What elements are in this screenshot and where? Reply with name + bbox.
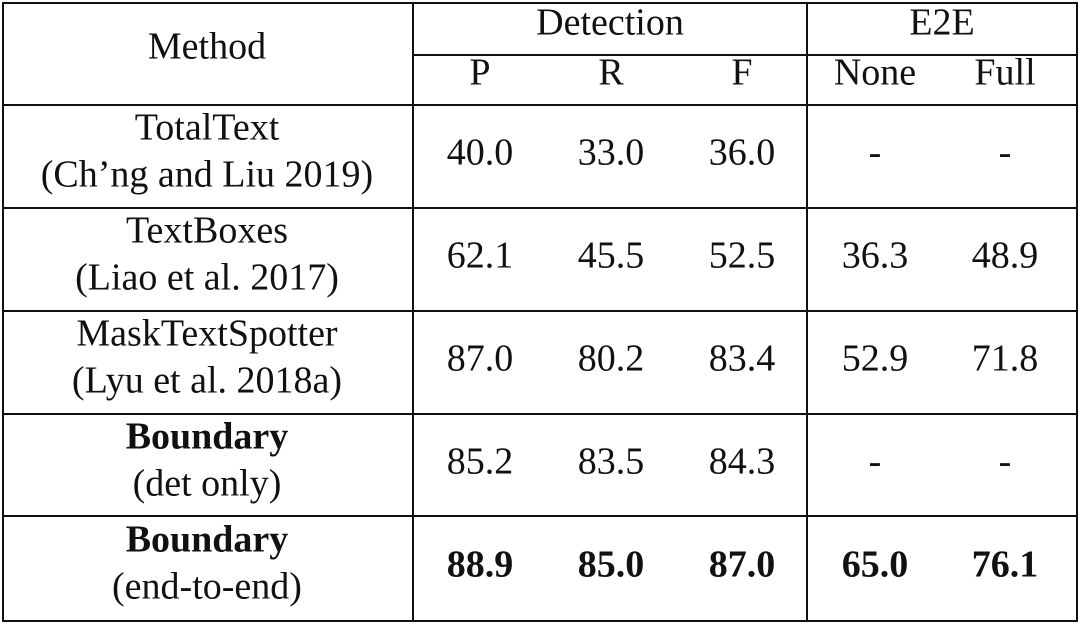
header-column: None	[834, 52, 916, 94]
cell-value: 65.0	[842, 544, 909, 586]
method-citation: (end-to-end)	[112, 566, 302, 608]
cell-value: -	[869, 441, 882, 483]
cell-value: 83.5	[578, 441, 645, 483]
method-name: MaskTextSpotter	[76, 313, 338, 355]
cell-value: 88.9	[447, 544, 514, 586]
cell-value: 85.0	[578, 544, 645, 586]
header-column: P	[469, 52, 490, 94]
cell-value: 48.9	[972, 235, 1039, 277]
method-name: TextBoxes	[126, 210, 288, 252]
method-citation: (Liao et al. 2017)	[75, 257, 339, 299]
cell-value: 33.0	[578, 132, 645, 174]
cell-value: 83.4	[709, 338, 776, 380]
cell-value: -	[999, 441, 1012, 483]
cell-value: 36.3	[842, 235, 909, 277]
header-method: Method	[148, 26, 266, 68]
method-name: Boundary	[126, 519, 289, 561]
header-column: F	[731, 52, 752, 94]
cell-value: 85.2	[447, 441, 514, 483]
cell-value: 45.5	[578, 235, 645, 277]
method-citation: (Lyu et al. 2018a)	[72, 360, 342, 402]
method-name: Boundary	[126, 416, 289, 458]
header-group: E2E	[909, 2, 974, 44]
cell-value: 40.0	[447, 132, 514, 174]
cell-value: 36.0	[709, 132, 776, 174]
header-column: R	[598, 52, 624, 94]
cell-value: 71.8	[972, 338, 1039, 380]
cell-value: -	[999, 132, 1012, 174]
method-citation: (det only)	[133, 463, 282, 505]
cell-value: -	[869, 132, 882, 174]
cell-value: 52.5	[709, 235, 776, 277]
cell-value: 76.1	[972, 544, 1039, 586]
header-group: Detection	[536, 2, 684, 44]
cell-value: 80.2	[578, 338, 645, 380]
cell-value: 87.0	[709, 544, 776, 586]
method-name: TotalText	[135, 107, 280, 149]
method-citation: (Ch’ng and Liu 2019)	[41, 154, 373, 196]
cell-value: 62.1	[447, 235, 514, 277]
cell-value: 84.3	[709, 441, 776, 483]
cell-value: 87.0	[447, 338, 514, 380]
cell-value: 52.9	[842, 338, 909, 380]
header-column: Full	[974, 52, 1035, 94]
